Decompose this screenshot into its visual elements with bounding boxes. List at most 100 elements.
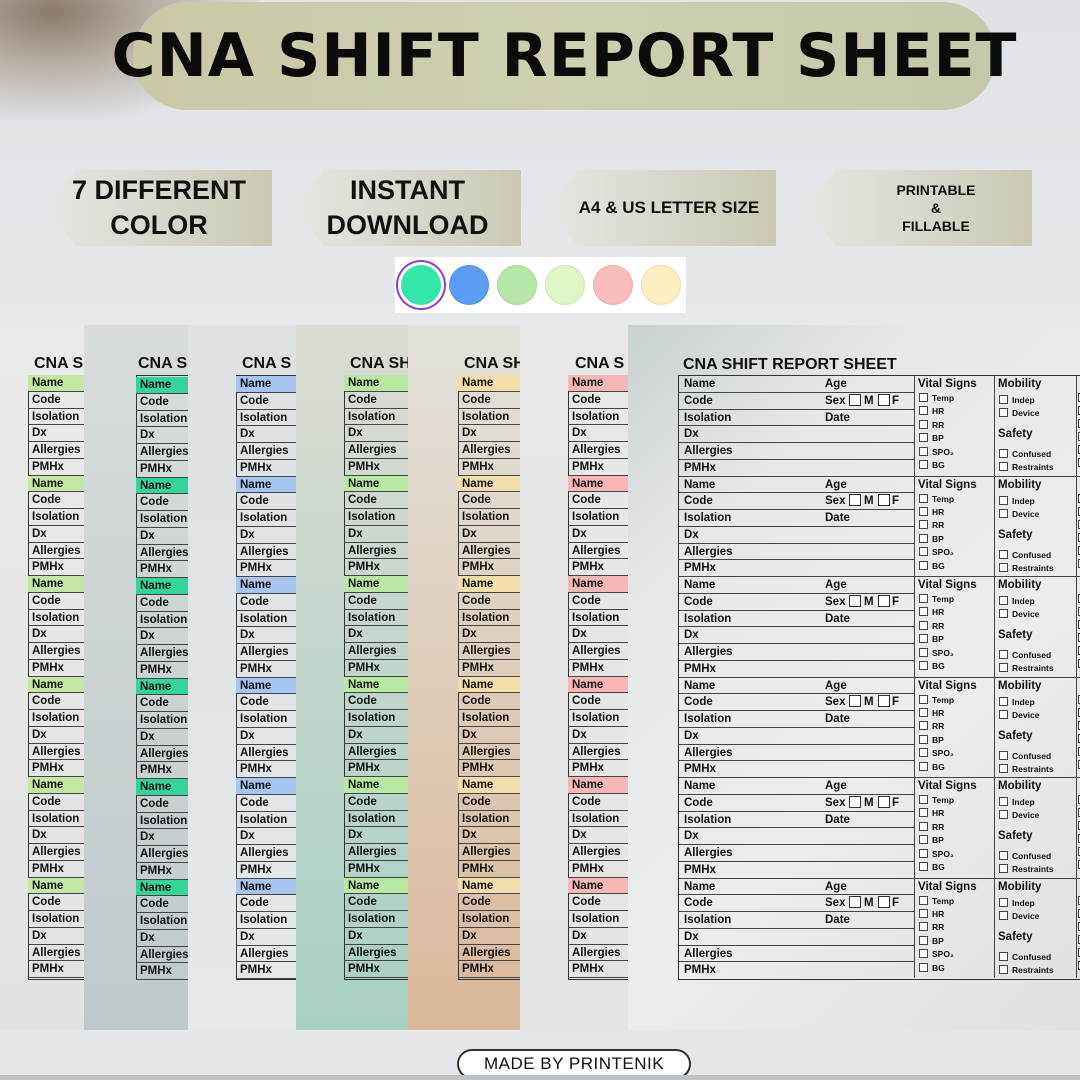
- color-swatch[interactable]: [497, 265, 537, 305]
- vital-checkbox[interactable]: [919, 647, 928, 657]
- vital-checkbox[interactable]: [919, 922, 928, 932]
- field-row: Isolation: [236, 912, 296, 929]
- vital-checkbox[interactable]: [919, 862, 928, 871]
- field-row: PMHx: [28, 559, 84, 576]
- color-swatch[interactable]: [401, 265, 441, 305]
- vital-label: SPO₂: [932, 848, 954, 859]
- field-row: Isolation: [344, 409, 408, 426]
- sex-m-checkbox[interactable]: [849, 393, 861, 406]
- row-line: [678, 458, 914, 460]
- safety-checkbox[interactable]: [999, 449, 1008, 458]
- vital-checkbox[interactable]: [919, 419, 928, 429]
- sex-f-checkbox[interactable]: [878, 393, 890, 406]
- vital-checkbox[interactable]: [919, 949, 928, 959]
- vital-checkbox[interactable]: [919, 748, 928, 758]
- mobility-checkbox[interactable]: [999, 810, 1008, 819]
- sex-m-checkbox[interactable]: [849, 896, 861, 909]
- sex-m-label: M: [864, 595, 874, 608]
- field-row: Name: [458, 877, 520, 895]
- mobility-checkbox[interactable]: [999, 508, 1008, 518]
- vital-checkbox[interactable]: [919, 594, 928, 603]
- color-swatch[interactable]: [593, 265, 633, 305]
- mobility-checkbox[interactable]: [999, 609, 1008, 618]
- mobility-checkbox[interactable]: [999, 709, 1008, 719]
- safety-checkbox[interactable]: [999, 663, 1008, 672]
- vital-label: RR: [932, 721, 945, 732]
- sex-m-checkbox[interactable]: [849, 594, 861, 607]
- vital-checkbox[interactable]: [919, 761, 928, 771]
- vital-checkbox[interactable]: [919, 908, 928, 918]
- color-swatch[interactable]: [545, 265, 585, 305]
- mobility-checkbox[interactable]: [999, 897, 1008, 907]
- vital-checkbox[interactable]: [919, 895, 928, 905]
- vital-checkbox[interactable]: [919, 406, 928, 416]
- vital-checkbox[interactable]: [919, 607, 928, 617]
- safety-checkbox[interactable]: [999, 650, 1008, 659]
- vital-checkbox[interactable]: [919, 506, 928, 516]
- vital-checkbox[interactable]: [919, 707, 928, 717]
- mobility-checkbox[interactable]: [999, 408, 1008, 417]
- vital-checkbox[interactable]: [919, 835, 928, 845]
- field-row: PMHx: [344, 961, 408, 978]
- safety-checkbox[interactable]: [999, 864, 1008, 873]
- next-column-checkbox: [1078, 908, 1080, 918]
- safety-checkbox[interactable]: [999, 851, 1008, 860]
- field-label: Code: [684, 696, 713, 709]
- age-label: Age: [825, 780, 847, 792]
- vital-checkbox[interactable]: [919, 520, 928, 530]
- safety-title: Safety: [998, 428, 1033, 440]
- sex-m-checkbox[interactable]: [849, 795, 861, 808]
- mobility-label: Device: [1012, 408, 1040, 418]
- safety-checkbox[interactable]: [999, 964, 1008, 974]
- sex-f-checkbox[interactable]: [878, 494, 890, 507]
- vital-checkbox[interactable]: [919, 808, 928, 818]
- field-row: Code: [458, 894, 520, 911]
- sex-f-checkbox[interactable]: [878, 795, 890, 808]
- vital-checkbox[interactable]: [919, 661, 928, 670]
- vital-checkbox[interactable]: [919, 620, 928, 630]
- block-divider: [678, 475, 1080, 477]
- vital-checkbox[interactable]: [919, 734, 928, 744]
- vital-checkbox[interactable]: [919, 393, 928, 402]
- vital-checkbox[interactable]: [919, 547, 928, 557]
- safety-checkbox[interactable]: [999, 562, 1008, 572]
- safety-checkbox[interactable]: [999, 951, 1008, 961]
- vital-checkbox[interactable]: [919, 634, 928, 644]
- mobility-checkbox[interactable]: [999, 797, 1008, 806]
- row-line: [678, 425, 914, 427]
- safety-checkbox[interactable]: [999, 750, 1008, 760]
- vital-checkbox[interactable]: [919, 560, 928, 570]
- field-row: PMHx: [136, 863, 188, 880]
- sex-f-checkbox[interactable]: [878, 695, 890, 708]
- vital-checkbox[interactable]: [919, 460, 928, 469]
- vital-checkbox[interactable]: [919, 721, 928, 731]
- vital-checkbox[interactable]: [919, 795, 928, 804]
- vital-checkbox[interactable]: [919, 446, 928, 456]
- safety-label: Confused: [1012, 449, 1052, 459]
- mobility-checkbox[interactable]: [999, 495, 1008, 505]
- field-row: PMHx: [136, 662, 188, 679]
- vital-checkbox[interactable]: [919, 821, 928, 831]
- safety-checkbox[interactable]: [999, 549, 1008, 559]
- vital-checkbox[interactable]: [919, 962, 928, 972]
- field-row: PMHx: [236, 761, 296, 778]
- mobility-checkbox[interactable]: [999, 596, 1008, 605]
- vital-checkbox[interactable]: [919, 848, 928, 858]
- mobility-checkbox[interactable]: [999, 696, 1008, 706]
- sex-m-checkbox[interactable]: [849, 695, 861, 708]
- safety-checkbox[interactable]: [999, 763, 1008, 773]
- vital-checkbox[interactable]: [919, 935, 928, 945]
- color-swatch[interactable]: [641, 265, 681, 305]
- sex-f-checkbox[interactable]: [878, 594, 890, 607]
- vital-checkbox[interactable]: [919, 694, 928, 704]
- safety-checkbox[interactable]: [999, 462, 1008, 471]
- sex-m-checkbox[interactable]: [849, 494, 861, 507]
- color-swatch[interactable]: [449, 265, 489, 305]
- field-row: PMHx: [236, 962, 296, 979]
- vital-checkbox[interactable]: [919, 433, 928, 443]
- sex-f-checkbox[interactable]: [878, 896, 890, 909]
- mobility-checkbox[interactable]: [999, 395, 1008, 404]
- vital-checkbox[interactable]: [919, 493, 928, 503]
- vital-checkbox[interactable]: [919, 533, 928, 543]
- mobility-checkbox[interactable]: [999, 910, 1008, 920]
